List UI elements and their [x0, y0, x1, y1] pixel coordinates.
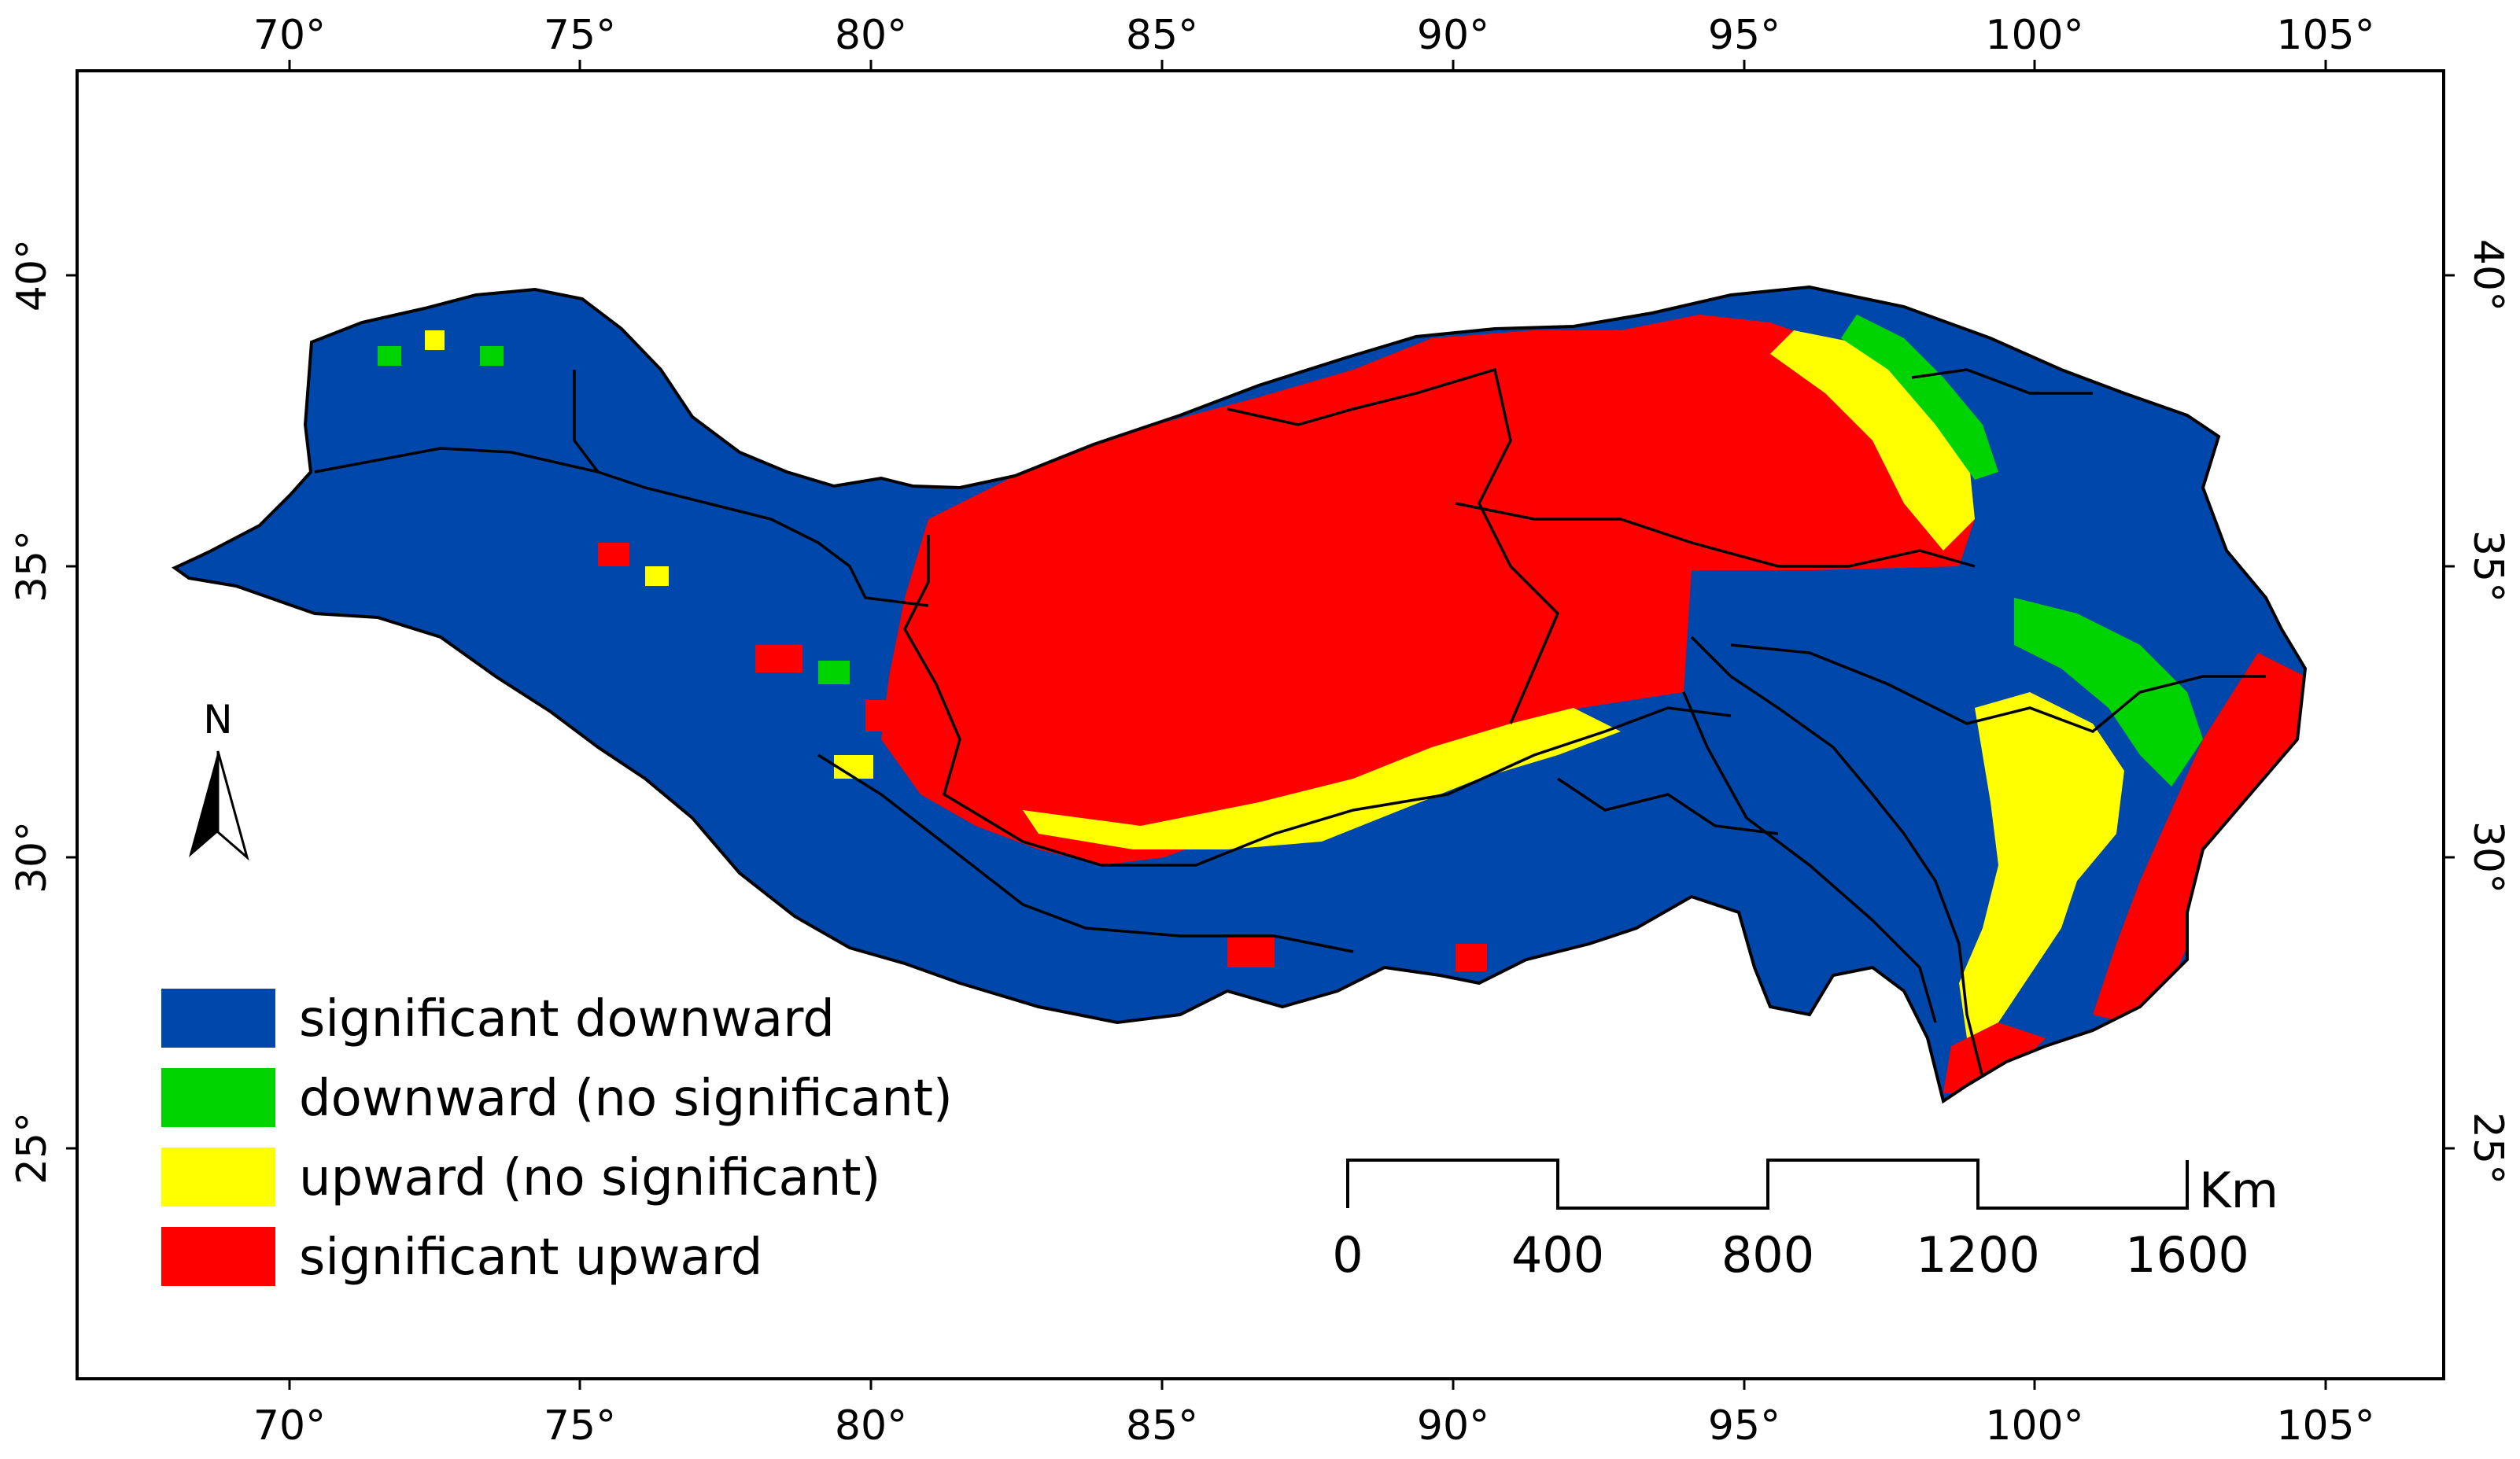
longitude-label: 105°	[2276, 1402, 2374, 1450]
patch-red	[755, 645, 802, 672]
longitude-label: 95°	[1708, 1402, 1780, 1450]
longitude-label: 95°	[1708, 12, 1780, 59]
legend-swatch	[161, 1227, 275, 1286]
basin-boundary	[314, 447, 929, 607]
patch-green	[378, 346, 401, 366]
west-patches	[378, 330, 1609, 987]
area-downward-no-significant-ne	[1841, 315, 1998, 480]
basin-boundary	[903, 535, 1732, 867]
area-upward-no-significant-south	[1023, 708, 1621, 849]
basin-boundary	[817, 753, 1354, 953]
scale-label: 800	[1721, 1226, 1814, 1284]
latitude-label: 35°	[2464, 530, 2511, 602]
legend-item-downward-no-significant: downward (no significant)	[161, 1068, 953, 1128]
legend-label: significant downward	[299, 990, 835, 1048]
legend-label: significant upward	[299, 1229, 762, 1287]
legend-item-significant-upward: significant upward	[161, 1227, 762, 1287]
basin-boundary	[1682, 691, 1937, 1023]
scale-label: 1600	[2125, 1226, 2249, 1284]
basin-boundaries	[314, 367, 2266, 1078]
latitude-label: 25°	[9, 1112, 56, 1185]
trend-raster	[175, 287, 2305, 1101]
patch-yellow	[425, 330, 445, 350]
latitude-label: 35°	[9, 530, 56, 602]
north-arrow-right-half	[216, 750, 249, 861]
longitude-label: 90°	[1417, 12, 1489, 59]
latitude-label: 40°	[9, 239, 56, 311]
north-arrow-left-half	[189, 751, 218, 857]
area-downward-no-significant-east	[2014, 598, 2203, 787]
legend-swatch	[161, 989, 275, 1048]
area-upward-no-significant-east	[1959, 692, 2124, 1038]
longitude-label: 85°	[1126, 12, 1198, 59]
longitude-label: 105°	[2276, 12, 2374, 59]
latitude-label: 25°	[2464, 1112, 2511, 1185]
longitude-label: 80°	[835, 1402, 907, 1450]
latitude-labels-right: 40° 35° 30° 25°	[2464, 239, 2511, 1185]
basin-boundary	[1557, 777, 1779, 835]
scale-label: 1200	[1916, 1226, 2040, 1284]
north-arrow-icon: N	[189, 697, 249, 861]
basin-boundary	[573, 370, 600, 473]
basin-boundary	[1690, 636, 1984, 1078]
north-arrow-label: N	[203, 697, 232, 742]
longitude-label: 70°	[253, 12, 326, 59]
area-significant-upward-se	[1943, 1022, 2046, 1093]
scale-unit: Km	[2199, 1162, 2278, 1219]
longitude-labels-top: 70° 75° 80° 85° 90° 95° 100° 105°	[253, 12, 2375, 59]
basin-boundary	[1227, 367, 1560, 724]
longitude-labels-bottom: 70° 75° 80° 85° 90° 95° 100° 105°	[253, 1402, 2375, 1450]
longitude-label: 80°	[835, 12, 907, 59]
patch-green	[818, 661, 850, 684]
legend-label: upward (no significant)	[299, 1149, 880, 1207]
patch-green	[480, 346, 504, 366]
basin-boundary	[1455, 502, 1976, 568]
legend-item-significant-downward: significant downward	[161, 989, 835, 1048]
patch-yellow	[645, 566, 669, 586]
latitude-label: 40°	[2464, 239, 2511, 311]
longitude-label: 100°	[1985, 1402, 2083, 1450]
legend-label: downward (no significant)	[299, 1070, 953, 1128]
legend: significant downward downward (no signif…	[161, 989, 953, 1287]
patch-red	[865, 700, 905, 731]
tick-marks	[66, 60, 2455, 1390]
legend-swatch	[161, 1148, 275, 1207]
longitude-label: 75°	[544, 12, 616, 59]
area-significant-upward	[881, 315, 1975, 865]
scale-bar-line	[1346, 1159, 2189, 1210]
basin-boundary	[1730, 643, 2266, 733]
longitude-label: 85°	[1126, 1402, 1198, 1450]
longitude-label: 100°	[1985, 12, 2083, 59]
legend-swatch	[161, 1068, 275, 1127]
latitude-labels-left: 40° 35° 30° 25°	[9, 239, 56, 1185]
scale-label: 0	[1332, 1226, 1363, 1284]
patch-red	[1227, 936, 1275, 967]
scale-label: 400	[1511, 1226, 1604, 1284]
area-significant-upward-east	[2093, 653, 2305, 1022]
basin-boundary	[1911, 368, 2093, 395]
longitude-label: 75°	[544, 1402, 616, 1450]
scale-bar: Km 0 400 800 1200 1600	[1332, 1159, 2278, 1284]
patch-red	[598, 543, 629, 566]
longitude-label: 70°	[253, 1402, 326, 1450]
legend-item-upward-no-significant: upward (no significant)	[161, 1148, 880, 1207]
latitude-label: 30°	[9, 821, 56, 893]
patch-red	[1456, 944, 1487, 971]
latitude-label: 30°	[2464, 821, 2511, 893]
area-upward-no-significant-ne	[1770, 330, 1975, 551]
longitude-label: 90°	[1417, 1402, 1489, 1450]
patch-yellow	[834, 755, 873, 779]
